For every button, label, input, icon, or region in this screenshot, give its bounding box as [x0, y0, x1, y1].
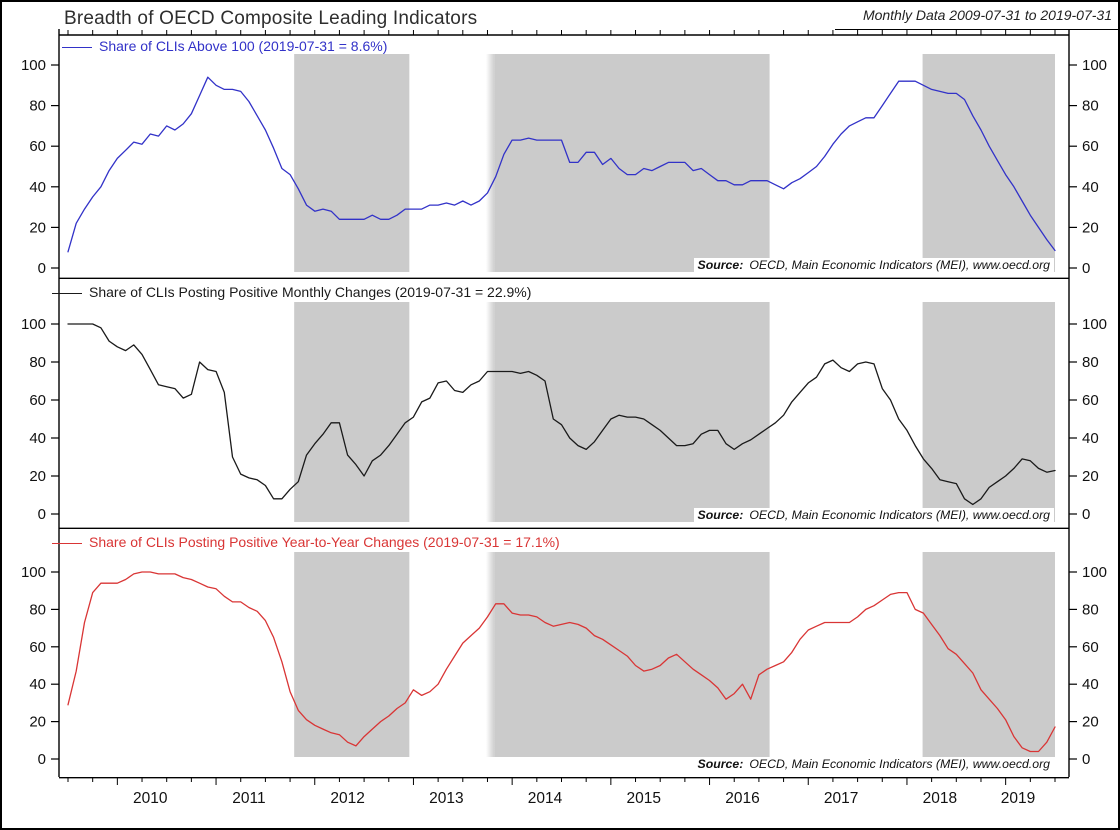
legend-positive-yearly-changes: Share of CLIs Posting Positive Year-to-Y… [52, 535, 560, 550]
svg-text:0: 0 [1082, 260, 1090, 277]
page-title: Breadth of OECD Composite Leading Indica… [64, 8, 478, 29]
svg-text:60: 60 [29, 138, 46, 155]
svg-text:20: 20 [1082, 468, 1099, 485]
svg-text:2015: 2015 [627, 790, 661, 807]
svg-text:20: 20 [1082, 219, 1099, 236]
panel-positive-yearly-changes: 0 0 20 20 40 40 60 60 80 80 100 100 [21, 529, 1107, 777]
svg-text:60: 60 [1082, 639, 1099, 656]
svg-text:40: 40 [1082, 430, 1099, 447]
source-label: Source: [697, 757, 744, 771]
svg-text:0: 0 [38, 506, 46, 523]
svg-text:100: 100 [1082, 57, 1107, 74]
svg-text:2013: 2013 [429, 790, 463, 807]
svg-text:20: 20 [29, 219, 46, 236]
legend-line-icon [52, 543, 82, 544]
svg-text:80: 80 [1082, 601, 1099, 618]
svg-text:0: 0 [1082, 506, 1090, 523]
svg-text:40: 40 [29, 676, 46, 693]
svg-text:2016: 2016 [725, 790, 759, 807]
svg-text:80: 80 [29, 354, 46, 371]
legend-clis-above-100: Share of CLIs Above 100 (2019-07-31 = 8.… [62, 39, 387, 54]
svg-text:2017: 2017 [824, 790, 858, 807]
source-note: Source: OECD, Main Economic Indicators (M… [693, 508, 1054, 523]
svg-text:2014: 2014 [528, 790, 563, 807]
svg-text:100: 100 [1082, 316, 1107, 333]
svg-text:40: 40 [29, 179, 46, 196]
svg-text:2012: 2012 [330, 790, 364, 807]
svg-text:100: 100 [1082, 564, 1107, 581]
panel-positive-monthly-changes: 0 0 20 20 40 40 60 60 80 80 100 100 [21, 279, 1107, 529]
panel-clis-above-100: 0 0 20 20 40 40 60 60 80 80 100 100 [21, 29, 1107, 279]
svg-text:20: 20 [29, 714, 46, 731]
source-text: OECD, Main Economic Indicators (MEI), ww… [749, 757, 1050, 771]
svg-text:100: 100 [21, 316, 46, 333]
svg-text:60: 60 [1082, 392, 1099, 409]
legend-label: Share of CLIs Posting Positive Monthly C… [89, 284, 532, 300]
svg-text:80: 80 [29, 601, 46, 618]
legend-line-icon [62, 47, 92, 48]
svg-text:80: 80 [1082, 98, 1099, 115]
svg-text:0: 0 [38, 260, 46, 277]
svg-text:2011: 2011 [232, 790, 265, 807]
svg-text:100: 100 [21, 564, 46, 581]
source-note: Source: OECD, Main Economic Indicators (M… [693, 757, 1054, 772]
svg-text:60: 60 [1082, 138, 1099, 155]
svg-text:2010: 2010 [133, 790, 168, 807]
svg-text:60: 60 [29, 392, 46, 409]
legend-line-icon [52, 293, 82, 294]
svg-text:20: 20 [29, 468, 46, 485]
source-text: OECD, Main Economic Indicators (MEI), ww… [749, 508, 1050, 522]
legend-label: Share of CLIs Posting Positive Year-to-Y… [89, 534, 560, 550]
x-axis: 2010 2011 2012 2013 2014 2015 2016 2017 2018 2019 [59, 777, 1069, 807]
source-text: OECD, Main Economic Indicators (MEI), ww… [749, 258, 1050, 272]
subtitle-underline [835, 29, 1118, 30]
svg-text:40: 40 [29, 430, 46, 447]
svg-text:2019: 2019 [1001, 790, 1035, 807]
svg-text:80: 80 [1082, 354, 1099, 371]
svg-text:2018: 2018 [923, 790, 957, 807]
svg-text:20: 20 [1082, 714, 1099, 731]
svg-text:0: 0 [38, 751, 46, 768]
svg-text:80: 80 [29, 98, 46, 115]
svg-text:40: 40 [1082, 179, 1099, 196]
source-label: Source: [697, 258, 744, 272]
date-range-subtitle: Monthly Data 2009-07-31 to 2019-07-31 [862, 7, 1112, 23]
source-label: Source: [697, 508, 744, 522]
legend-label: Share of CLIs Above 100 (2019-07-31 = 8.… [99, 38, 388, 54]
svg-text:100: 100 [21, 57, 46, 74]
svg-text:60: 60 [29, 639, 46, 656]
legend-positive-monthly-changes: Share of CLIs Posting Positive Monthly C… [52, 285, 531, 300]
svg-text:40: 40 [1082, 676, 1099, 693]
source-note: Source: OECD, Main Economic Indicators (M… [693, 258, 1054, 273]
svg-text:0: 0 [1082, 751, 1090, 768]
